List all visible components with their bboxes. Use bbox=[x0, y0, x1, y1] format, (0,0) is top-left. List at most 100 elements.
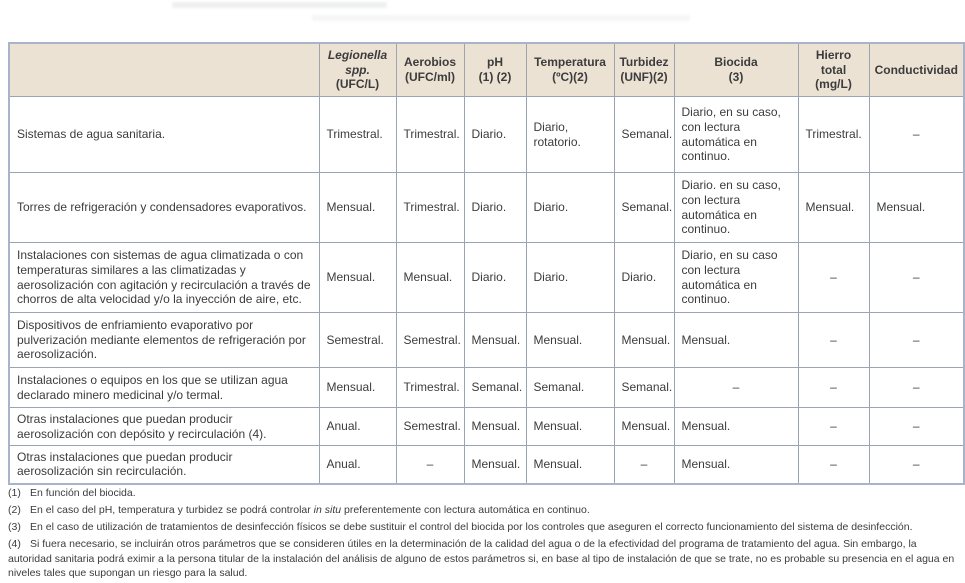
table-header-row: Legionella spp. (UFC/L) Aerobios (UFC/ml)… bbox=[8, 42, 965, 97]
legionella-unit-label: (UFC/L) bbox=[335, 77, 380, 92]
table-cell: Semestral. bbox=[395, 312, 465, 368]
column-header-conductividad: Conductividad bbox=[868, 42, 965, 97]
table-cell: Mensual. bbox=[673, 407, 799, 446]
table-cell: Mensual. bbox=[673, 312, 799, 368]
table-cell: Trimestral. bbox=[395, 96, 465, 173]
footnotes: (1) En función del biocida. (2) En el caso… bbox=[8, 486, 958, 583]
row-label: Torres de refrigeración y condensadores … bbox=[8, 172, 320, 243]
table-cell: Trimestral. bbox=[395, 172, 465, 243]
monitoring-frequency-table: Legionella spp. (UFC/L) Aerobios (UFC/ml)… bbox=[8, 42, 965, 485]
table-cell: Mensual. bbox=[463, 445, 527, 484]
table-row: Otras instalaciones que puedan producir … bbox=[8, 445, 965, 484]
table-cell: Diario. bbox=[463, 172, 527, 243]
table-cell: Semanal. bbox=[613, 172, 675, 243]
table-row: Torres de refrigeración y condensadores … bbox=[8, 172, 965, 243]
table-cell: Trimestral. bbox=[318, 96, 397, 173]
table-cell: Mensual. bbox=[463, 407, 527, 446]
row-label: Sistemas de agua sanitaria. bbox=[8, 96, 320, 173]
table-cell: Semanal. bbox=[463, 367, 527, 408]
table-cell: – bbox=[868, 312, 965, 368]
footnote-text: En el caso de utilización de tratamiento… bbox=[30, 521, 913, 533]
table-row: Otras instalaciones que puedan producir … bbox=[8, 407, 965, 446]
footnote-number: (4) bbox=[8, 538, 21, 550]
footnote-text: Si fuera necesario, se incluirán otros p… bbox=[8, 538, 955, 579]
table-cell: Mensual. bbox=[318, 367, 397, 408]
table-cell: – bbox=[868, 242, 965, 313]
table-cell: Mensual. bbox=[525, 312, 615, 368]
table-cell: Mensual. bbox=[318, 172, 397, 243]
table-cell: Semanal. bbox=[613, 96, 675, 173]
column-header-temperatura: Temperatura (ºC)(2) bbox=[525, 42, 615, 97]
table-cell: – bbox=[395, 445, 465, 484]
table-row: Instalaciones o equipos en los que se ut… bbox=[8, 367, 965, 408]
footnote-text: En el caso del pH, temperatura y turbide… bbox=[30, 504, 314, 516]
table-cell: Diario. bbox=[525, 172, 615, 243]
table-cell: – bbox=[868, 96, 965, 173]
row-label: Instalaciones con sistemas de agua clima… bbox=[8, 242, 320, 313]
row-label: Instalaciones o equipos en los que se ut… bbox=[8, 367, 320, 408]
table-cell: – bbox=[797, 312, 870, 368]
footnote-number: (1) bbox=[8, 487, 21, 499]
table-cell: Mensual. bbox=[525, 407, 615, 446]
row-label: Dispositivos de enfriamiento evaporativo… bbox=[8, 312, 320, 368]
column-header-biocida: Biocida (3) bbox=[673, 42, 799, 97]
table-cell: Diario. bbox=[525, 242, 615, 313]
column-header-turbidez: Turbidez (UNF)(2) bbox=[613, 42, 675, 97]
table-cell: – bbox=[797, 242, 870, 313]
table-cell: Mensual. bbox=[318, 242, 397, 313]
table-cell: Mensual. bbox=[797, 172, 870, 243]
column-header-aerobios: Aerobios (UFC/ml) bbox=[395, 42, 465, 97]
table-cell: Mensual. bbox=[525, 445, 615, 484]
footnote-1: (1) En función del biocida. bbox=[8, 486, 958, 501]
table-cell: Semestral. bbox=[318, 312, 397, 368]
table-cell: – bbox=[797, 445, 870, 484]
table-cell: – bbox=[868, 407, 965, 446]
table-cell: Anual. bbox=[318, 407, 397, 446]
row-label: Otras instalaciones que puedan producir … bbox=[8, 445, 320, 484]
table-cell: Mensual. bbox=[868, 172, 965, 243]
table-cell: Semanal. bbox=[525, 367, 615, 408]
table-cell: – bbox=[673, 367, 799, 408]
table-cell: Diario, rotatorio. bbox=[525, 96, 615, 173]
table-cell: Mensual. bbox=[613, 312, 675, 368]
column-header-hierro-total: Hierro total (mg/L) bbox=[797, 42, 870, 97]
footnote-italic-text: in situ bbox=[313, 504, 342, 516]
column-header-legionella: Legionella spp. (UFC/L) bbox=[318, 42, 397, 97]
table-cell: Semanal. bbox=[613, 367, 675, 408]
table-cell: – bbox=[797, 367, 870, 408]
table-cell: Mensual. bbox=[673, 445, 799, 484]
table-cell: Diario. bbox=[613, 242, 675, 313]
table-cell: – bbox=[868, 367, 965, 408]
table-cell: Anual. bbox=[318, 445, 397, 484]
table-cell: Diario, en su caso, con lectura automáti… bbox=[673, 96, 799, 173]
table-cell: Diario, en su caso con lectura automátic… bbox=[673, 242, 799, 313]
table-row: Sistemas de agua sanitaria. Trimestral. … bbox=[8, 96, 965, 173]
table-cell: – bbox=[868, 445, 965, 484]
table-cell: – bbox=[613, 445, 675, 484]
footnote-text: En función del biocida. bbox=[30, 487, 136, 499]
table-row: Instalaciones con sistemas de agua clima… bbox=[8, 242, 965, 313]
table-cell: Trimestral. bbox=[395, 367, 465, 408]
table-cell: Trimestral. bbox=[797, 96, 870, 173]
legionella-italic-label: Legionella spp. bbox=[327, 48, 388, 77]
table-row: Dispositivos de enfriamiento evaporativo… bbox=[8, 312, 965, 368]
table-cell: Diario. bbox=[463, 96, 527, 173]
table-cell: Semestral. bbox=[395, 407, 465, 446]
table-cell: Mensual. bbox=[613, 407, 675, 446]
footnote-number: (3) bbox=[8, 521, 21, 533]
column-header-empty bbox=[8, 42, 320, 97]
table-cell: Diario. bbox=[463, 242, 527, 313]
row-label: Otras instalaciones que puedan producir … bbox=[8, 407, 320, 446]
table-cell: Diario. en su caso, con lectura automáti… bbox=[673, 172, 799, 243]
faded-cutoff-text bbox=[312, 15, 690, 21]
table-cell: – bbox=[797, 407, 870, 446]
table-cell: Mensual. bbox=[463, 312, 527, 368]
column-header-ph: pH (1) (2) bbox=[463, 42, 527, 97]
footnote-3: (3) En el caso de utilización de tratamie… bbox=[8, 520, 958, 535]
table-cell: Mensual. bbox=[395, 242, 465, 313]
footnote-text: preferentemente con lectura automática e… bbox=[341, 504, 590, 516]
footnote-2: (2) En el caso del pH, temperatura y turb… bbox=[8, 503, 958, 518]
footnote-number: (2) bbox=[8, 504, 21, 516]
faded-cutoff-text bbox=[172, 2, 387, 8]
